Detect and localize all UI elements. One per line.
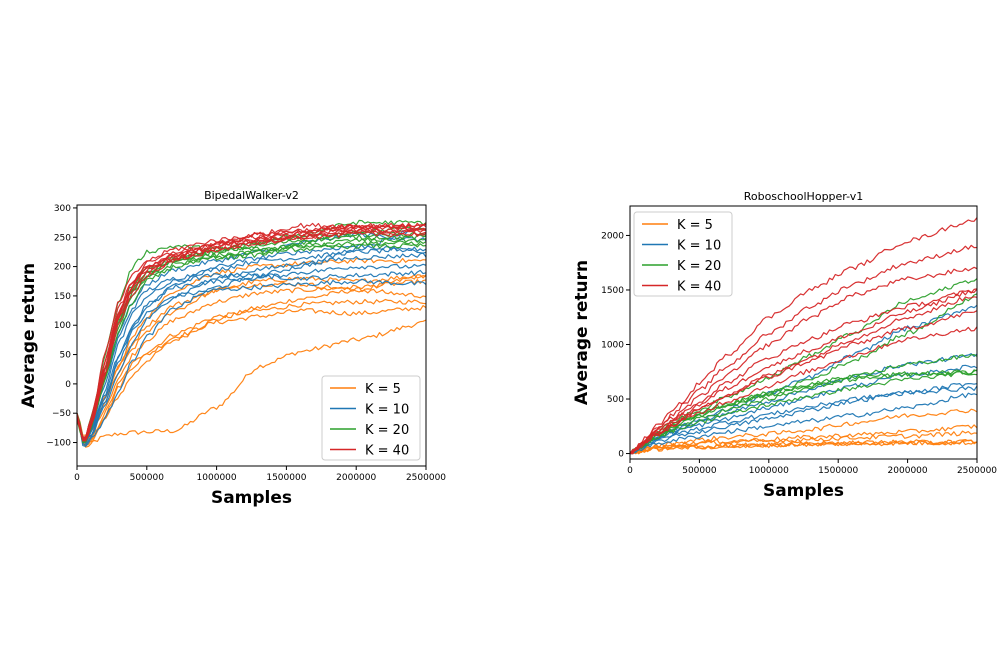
series-line-k40-run-7	[77, 227, 426, 439]
y-tick-label: 150	[54, 292, 71, 302]
series-line-k40-run-1	[630, 217, 977, 455]
chart-roboschoolhopper: RoboschoolHopper-v1 0 500000 1000000 1500000…	[572, 190, 997, 501]
legend-label: K = 10	[677, 239, 721, 254]
legend: K = 5 K = 10 K = 20 K = 40	[633, 211, 733, 297]
x-tick-label: 1500000	[818, 466, 858, 476]
series-line-k10-run-5	[630, 385, 977, 455]
series-line-k10-run-5	[77, 252, 426, 440]
series-line-k10-run-8	[77, 244, 426, 444]
series-line-k5-run-5	[630, 408, 977, 454]
y-tick-label: −50	[52, 409, 71, 419]
x-axis-label: Samples	[211, 488, 292, 508]
series-line-k5-run-5	[77, 279, 426, 445]
legend-label: K = 20	[365, 423, 409, 438]
legend-label: K = 5	[677, 218, 713, 233]
series-line-k40-run-4	[630, 288, 977, 454]
series-line-k5-run-7	[77, 281, 426, 440]
y-axis-label: Average return	[19, 263, 39, 408]
y-tick-label: 0	[618, 450, 624, 460]
series-line-k40-run-4	[77, 229, 426, 442]
legend-label: K = 40	[365, 444, 409, 459]
series-line-k10-run-1	[630, 392, 977, 455]
legend-box	[321, 375, 421, 461]
y-tick-label: 300	[54, 204, 71, 214]
x-tick-label: 1500000	[266, 473, 306, 483]
x-tick-label: 500000	[130, 473, 165, 483]
y-tick-label: 200	[54, 263, 71, 273]
series-line-k40-run-3	[630, 266, 977, 455]
chart-bipedalwalker: BipedalWalker-v2 0 500000 1000000 1500000 200…	[19, 189, 446, 508]
series-line-k5-run-6	[630, 439, 977, 455]
series-line-k40-run-8	[77, 222, 426, 440]
chart-title: RoboschoolHopper-v1	[744, 190, 864, 203]
series-line-k5-run-4	[630, 424, 977, 455]
series-line-k5-run-2	[77, 274, 426, 448]
chart-title: BipedalWalker-v2	[204, 189, 299, 202]
axes-frame	[76, 204, 427, 467]
series-line-k10-run-7	[77, 263, 426, 443]
y-tick-label: −100	[46, 439, 71, 449]
plot-area	[630, 217, 977, 455]
x-axis-label: Samples	[763, 481, 844, 501]
x-tick-label: 2500000	[957, 466, 997, 476]
axes-frame	[629, 205, 978, 460]
series-line-k20-run-4	[630, 278, 977, 455]
y-axis-label: Average return	[572, 260, 592, 405]
x-tick-label: 0	[627, 466, 633, 476]
series-line-k10-run-1	[77, 278, 426, 446]
series-line-k5-run-4	[77, 305, 426, 447]
x-tick-label: 2500000	[406, 473, 446, 483]
x-tick-label: 1000000	[749, 466, 789, 476]
y-tick-label: 1500	[601, 286, 624, 296]
x-tick-label: 2000000	[336, 473, 376, 483]
x-tick-label: 2000000	[888, 466, 928, 476]
legend: K = 5 K = 10 K = 20 K = 40	[321, 375, 421, 461]
y-tick-label: 250	[54, 233, 71, 243]
legend-label: K = 40	[677, 280, 721, 295]
series-line-k40-run-7	[630, 288, 977, 455]
series-line-k10-run-3	[77, 246, 426, 443]
x-tick-label: 500000	[682, 466, 717, 476]
series-line-k40-run-2	[630, 244, 977, 454]
y-tick-label: 500	[607, 395, 624, 405]
x-tick-label: 1000000	[197, 473, 237, 483]
legend-label: K = 20	[677, 259, 721, 274]
series-line-k40-run-8	[630, 326, 977, 455]
plot-area	[77, 219, 426, 448]
series-line-k20-run-5	[630, 370, 977, 454]
series-line-k40-run-6	[630, 296, 977, 454]
y-tick-label: 50	[60, 351, 72, 361]
y-tick-label: 1000	[601, 340, 624, 350]
y-tick-label: 100	[54, 321, 71, 331]
series-line-k20-run-7	[77, 243, 426, 441]
legend-label: K = 10	[365, 403, 409, 418]
y-tick-label: 2000	[601, 231, 624, 241]
series-line-k10-run-2	[77, 269, 426, 444]
series-line-k5-run-1	[77, 319, 426, 445]
series-line-k5-run-3	[630, 430, 977, 455]
series-line-k20-run-1	[630, 369, 977, 455]
series-line-k10-run-2	[630, 383, 977, 455]
x-tick-label: 0	[74, 473, 80, 483]
legend-box	[633, 211, 733, 297]
series-line-k20-run-6	[630, 354, 977, 454]
y-tick-label: 0	[65, 380, 71, 390]
legend-label: K = 5	[365, 382, 401, 397]
